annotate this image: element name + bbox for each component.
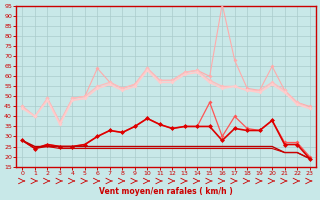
X-axis label: Vent moyen/en rafales ( km/h ): Vent moyen/en rafales ( km/h ): [99, 187, 233, 196]
